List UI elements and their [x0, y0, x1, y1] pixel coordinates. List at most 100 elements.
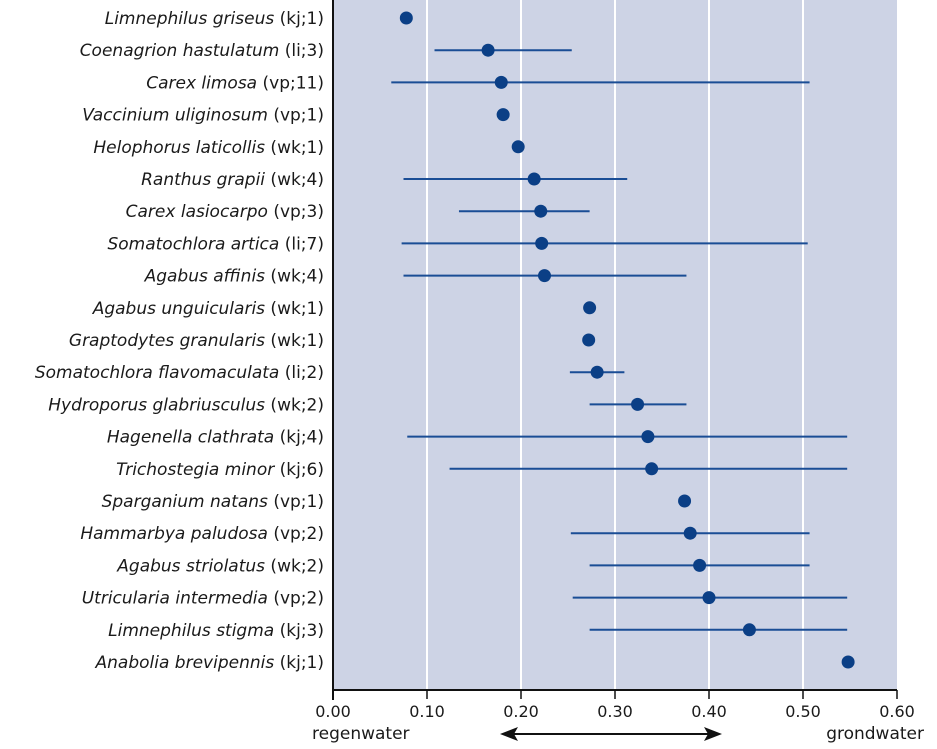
x-tick-label-5: 0.50 [785, 702, 821, 721]
xlabel-right: grondwater [826, 724, 924, 744]
direction-arrow [500, 727, 722, 741]
data-point-16 [683, 526, 697, 540]
species-name: Hagenella clathrata [107, 428, 274, 448]
y-label-9: Agabus unguicularis (wk;1) [92, 299, 324, 319]
data-point-10 [582, 333, 596, 347]
x-tick-label-1: 0.10 [409, 702, 445, 721]
data-point-2 [494, 75, 508, 89]
species-name: Hydroporus glabriusculus [48, 395, 265, 415]
species-code: (kj;6) [274, 460, 324, 480]
species-name: Carex lasiocarpo [126, 202, 268, 222]
species-name: Coenagrion hastulatum [80, 41, 280, 61]
species-code: (wk;2) [265, 556, 324, 576]
species-code: (li;7) [279, 234, 324, 254]
data-point-13 [641, 430, 655, 444]
species-name: Somatochlora flavomaculata [35, 363, 279, 383]
species-code: (vp;1) [268, 492, 324, 512]
species-code: (kj;1) [274, 9, 324, 29]
species-name: Hammarbya paludosa [80, 524, 268, 544]
y-label-18: Utricularia intermedia (vp;2) [82, 589, 324, 609]
species-name: Agabus affinis [144, 267, 266, 287]
y-label-0: Limnephilus griseus (kj;1) [105, 9, 324, 29]
data-point-0 [399, 11, 413, 25]
arrow-head-left [500, 727, 518, 741]
y-label-3: Vaccinium uliginosum (vp;1) [82, 106, 324, 126]
y-label-19: Limnephilus stigma (kj;3) [108, 621, 324, 641]
data-point-8 [538, 269, 551, 283]
y-label-15: Sparganium natans (vp;1) [102, 492, 324, 512]
species-name: Limnephilus griseus [105, 9, 275, 29]
data-point-15 [678, 494, 692, 508]
species-code: (vp;3) [268, 202, 324, 222]
x-tick-label-6: 0.60 [879, 702, 915, 721]
axes [332, 0, 898, 700]
data-point-17 [693, 558, 707, 572]
species-code: (wk;4) [265, 170, 324, 190]
x-axis-tick-labels: 0.00 0.10 0.20 0.30 0.40 0.50 0.60 [315, 702, 915, 721]
species-code: (vp;11) [257, 73, 324, 93]
x-tick-label-2: 0.20 [503, 702, 539, 721]
y-label-4: Helophorus laticollis (wk;1) [93, 138, 324, 158]
species-code: (wk;4) [265, 267, 324, 287]
y-label-13: Hagenella clathrata (kj;4) [107, 428, 324, 448]
species-name: Trichostegia minor [116, 460, 275, 480]
species-name: Agabus striolatus [116, 556, 265, 576]
species-name: Vaccinium uliginosum [82, 106, 268, 126]
y-label-7: Somatochlora artica (li;7) [107, 234, 324, 254]
data-point-14 [645, 462, 659, 476]
data-point-12 [631, 397, 645, 411]
species-name: Somatochlora artica [107, 234, 279, 254]
x-tick-label-0: 0.00 [315, 702, 351, 721]
y-label-5: Ranthus grapii (wk;4) [141, 170, 324, 190]
species-code: (vp;2) [268, 524, 324, 544]
y-label-2: Carex limosa (vp;11) [146, 73, 324, 93]
species-name: Limnephilus stigma [108, 621, 274, 641]
axis-footer: regenwater grondwater [312, 724, 924, 744]
y-label-6: Carex lasiocarpo (vp;3) [126, 202, 324, 222]
data-point-11 [590, 365, 604, 379]
gridlines [426, 0, 804, 690]
species-code: (wk;1) [265, 138, 324, 158]
x-tick-label-4: 0.40 [691, 702, 727, 721]
species-code: (wk;1) [265, 331, 324, 351]
species-name: Anabolia brevipennis [95, 653, 275, 673]
y-label-14: Trichostegia minor (kj;6) [116, 460, 324, 480]
y-label-20: Anabolia brevipennis (kj;1) [95, 653, 324, 673]
y-label-1: Coenagrion hastulatum (li;3) [80, 41, 324, 61]
species-name: Ranthus grapii [141, 170, 265, 190]
data-point-19 [742, 623, 756, 637]
species-name: Sparganium natans [102, 492, 268, 512]
data-point-3 [496, 108, 510, 122]
y-label-12: Hydroporus glabriusculus (wk;2) [48, 395, 324, 415]
species-name: Utricularia intermedia [82, 589, 268, 609]
species-name: Helophorus laticollis [93, 138, 265, 158]
species-name: Graptodytes granularis [69, 331, 265, 351]
y-label-8: Agabus affinis (wk;4) [144, 267, 324, 287]
xlabel-left: regenwater [312, 724, 410, 744]
species-code: (wk;1) [265, 299, 324, 319]
data-point-20 [841, 655, 855, 669]
y-label-10: Graptodytes granularis (wk;1) [69, 331, 324, 351]
species-code: (kj;4) [274, 428, 324, 448]
data-point-6 [534, 204, 548, 218]
y-label-17: Agabus striolatus (wk;2) [116, 556, 324, 576]
species-name: Agabus unguicularis [92, 299, 265, 319]
species-name: Carex limosa [146, 73, 257, 93]
data-point-7 [535, 236, 549, 250]
species-code: (kj;1) [274, 653, 324, 673]
data-point-9 [583, 301, 597, 315]
species-code: (wk;2) [265, 395, 324, 415]
species-code: (kj;3) [274, 621, 324, 641]
data-point-18 [702, 591, 716, 605]
species-code: (li;3) [279, 41, 324, 61]
species-code: (vp;1) [268, 106, 324, 126]
data-point-5 [527, 172, 541, 186]
y-label-16: Hammarbya paludosa (vp;2) [80, 524, 324, 544]
arrow-head-right [704, 727, 722, 741]
y-label-11: Somatochlora flavomaculata (li;2) [35, 363, 324, 383]
data-point-4 [511, 140, 525, 154]
x-tick-label-3: 0.30 [597, 702, 633, 721]
species-code: (vp;2) [268, 589, 324, 609]
y-axis-labels: Limnephilus griseus (kj;1) Coenagrion has… [35, 9, 324, 673]
